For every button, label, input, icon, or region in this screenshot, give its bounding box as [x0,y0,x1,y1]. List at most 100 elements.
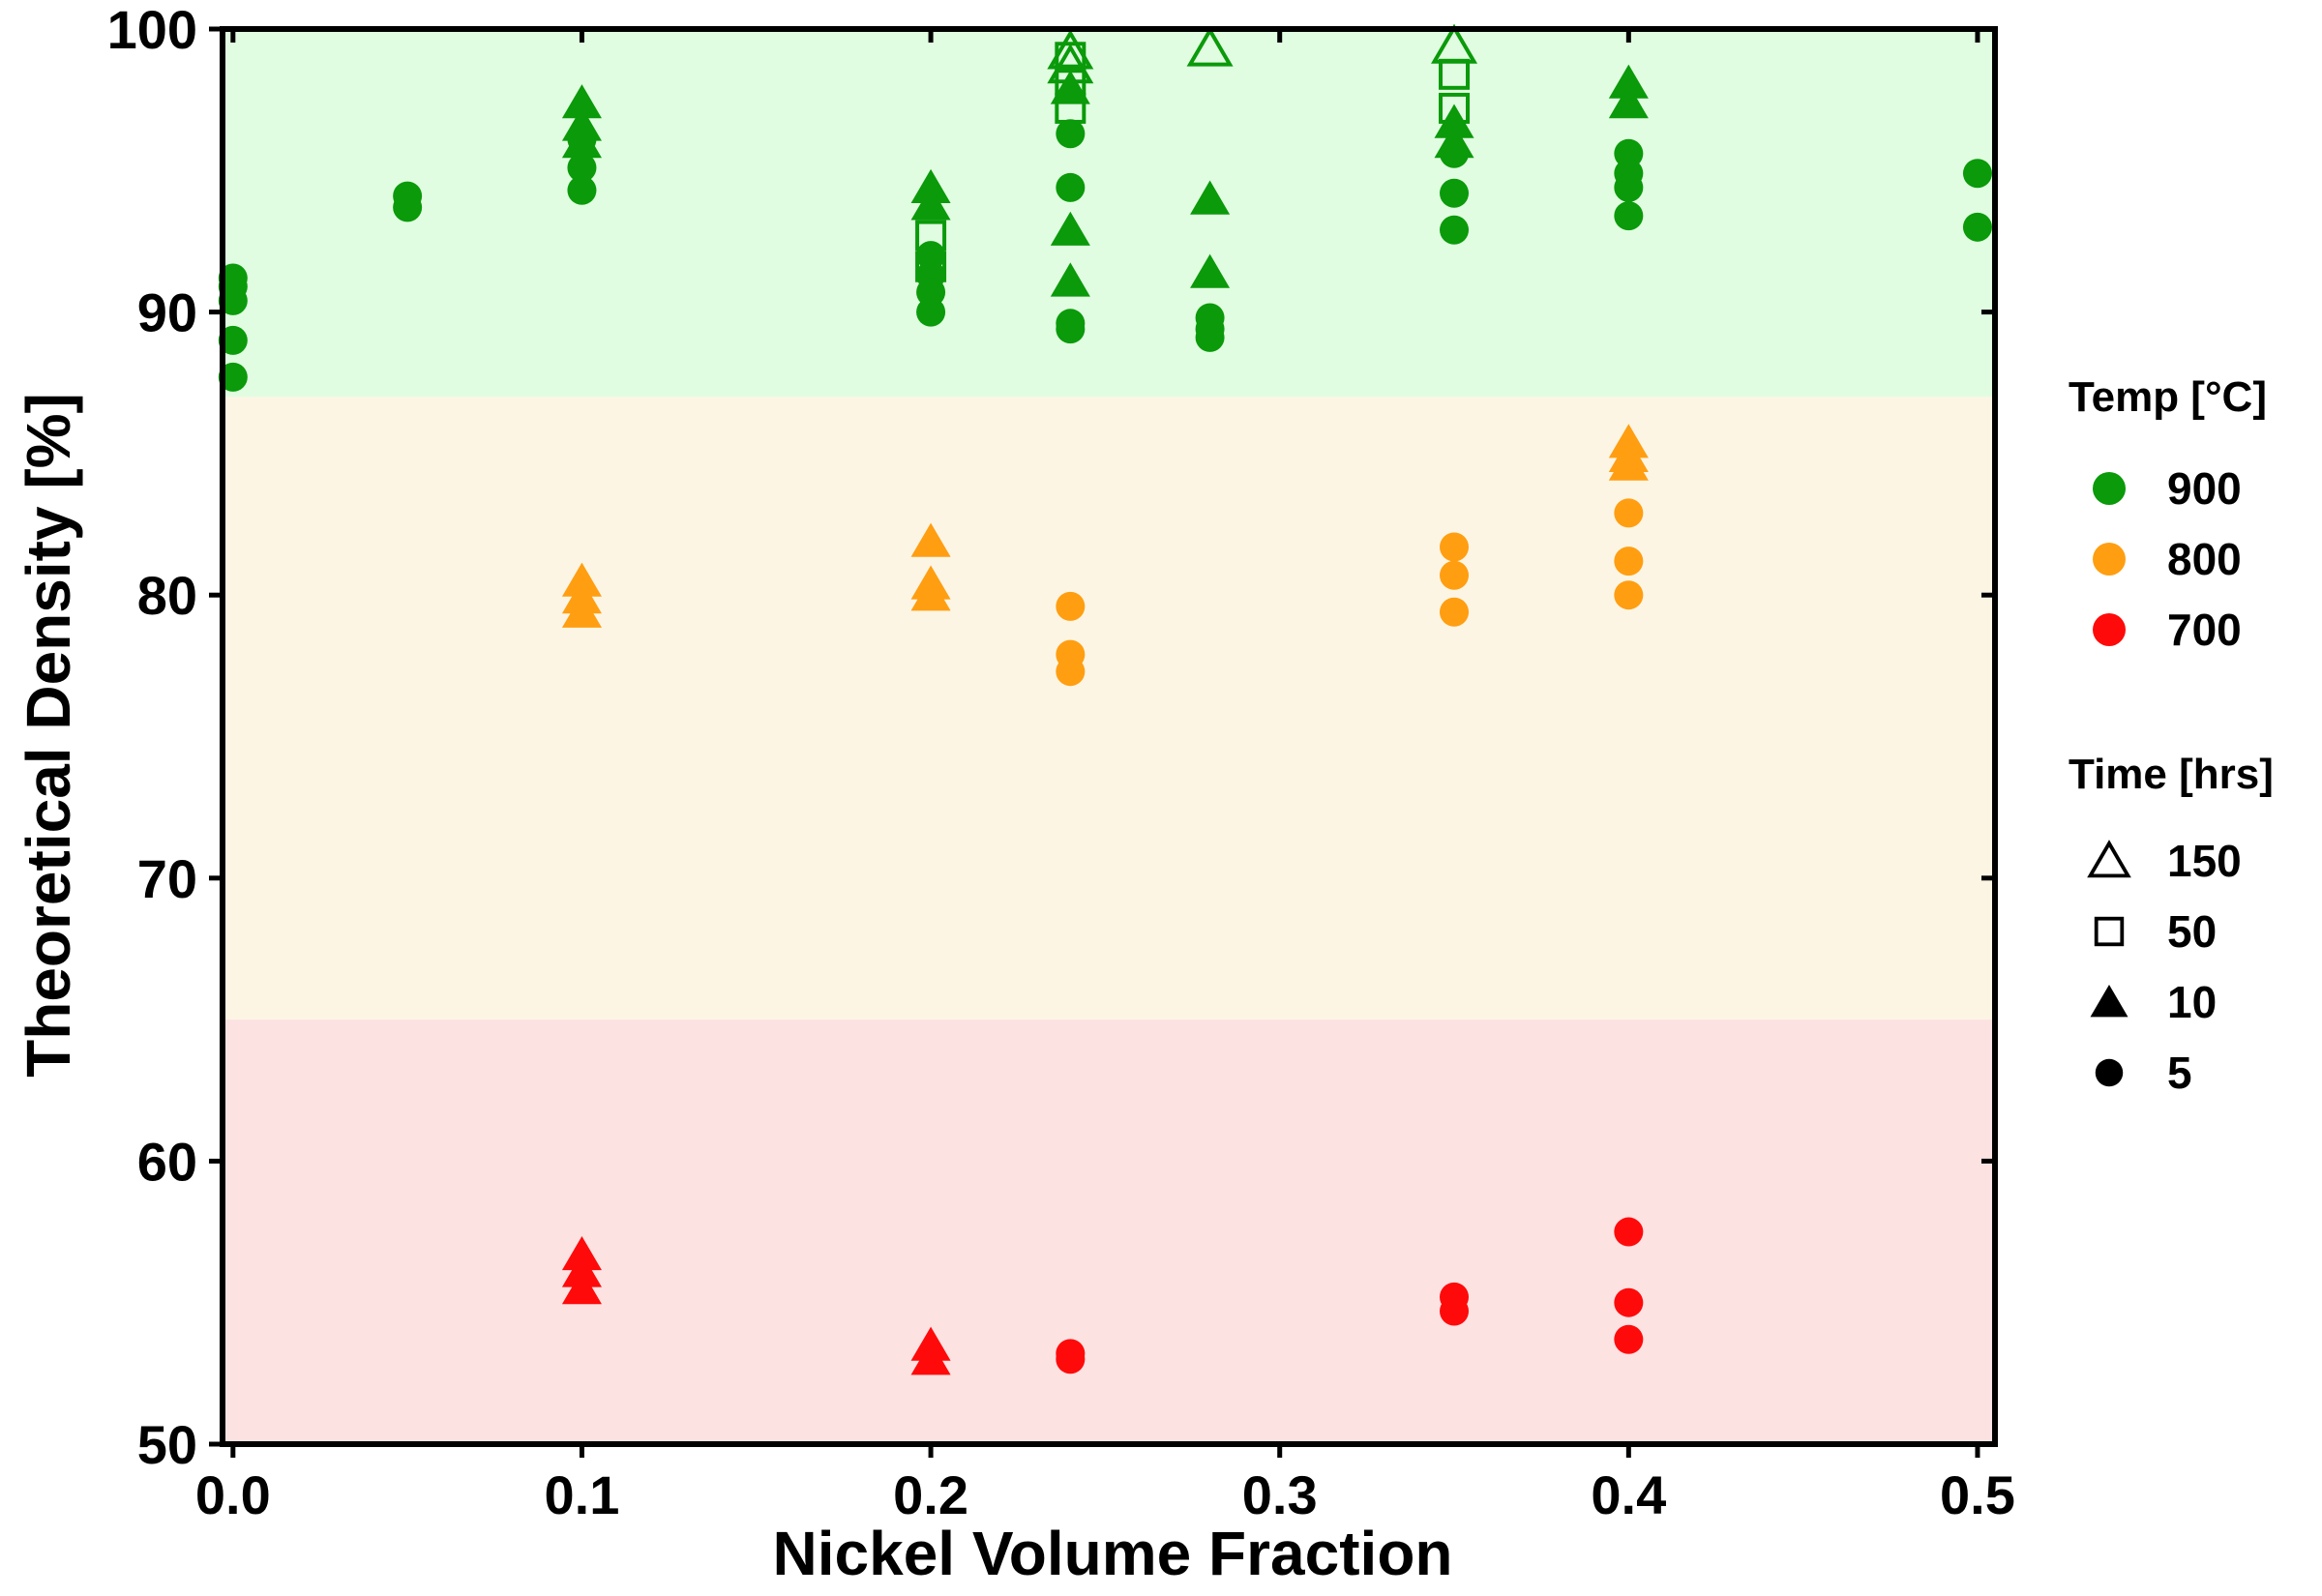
legend-marker-time-150 [2087,840,2131,878]
series-800c-10hrs [561,424,1649,628]
data-point [1614,580,1644,610]
x-tick-label: 0.4 [1591,1464,1666,1525]
time-legend-title: Time [hrs] [2069,751,2274,798]
data-point [1440,178,1470,208]
data-point [1440,532,1470,562]
data-point [567,153,597,183]
y-axis-title: Theoretical Density [%] [14,393,83,1078]
x-axis-ticks: 0.0 0.1 0.2 0.3 0.4 0.5 [195,29,2015,1525]
data-point [1614,547,1644,576]
series-700c-5hrs [1056,1217,1644,1374]
data-point [1047,29,1094,70]
legend-label-temp-700: 700 [2167,605,2242,655]
x-tick-label: 0.0 [195,1464,271,1525]
data-point [218,325,248,355]
data-point [1056,314,1086,344]
legend-label-time-10: 10 [2167,977,2217,1027]
background-band-0 [223,29,1995,398]
plot-frame [220,26,1998,1447]
legend-marker-time-10 [2090,984,2128,1018]
data-point [1439,92,1471,124]
legend-marker-time-5 [2095,1058,2124,1087]
data-point [1056,657,1086,687]
x-tick-label: 0.3 [1242,1464,1318,1525]
series-900c-150hrs [1047,23,1478,84]
legend-swatch-temp-900 [2093,472,2126,505]
temp-legend: Temp [°C] 900 800 700 [2069,373,2267,655]
data-point [561,124,602,159]
data-point [1440,1296,1470,1326]
background-bands [223,29,1995,1444]
data-point [1440,560,1470,590]
data-point [1608,84,1649,119]
data-points [218,23,1992,1375]
data-point [910,522,951,557]
series-800c-5hrs [1056,498,1644,687]
data-point [1440,597,1470,627]
data-point [1962,212,1992,242]
x-tick-label: 0.2 [893,1464,968,1525]
data-point [1962,159,1992,189]
data-point [1614,1217,1644,1247]
x-axis-title: Nickel Volume Fraction [773,1519,1453,1588]
legend-label-time-150: 150 [2167,836,2242,886]
legend-swatch-temp-800 [2093,543,2126,576]
y-tick-label: 70 [137,848,197,909]
y-tick-label: 60 [137,1131,197,1192]
x-tick-label: 0.5 [1940,1464,2015,1525]
temp-legend-title: Temp [°C] [2069,373,2267,421]
data-point [910,186,951,221]
data-point [1190,180,1231,215]
background-band-2 [223,1020,1995,1444]
background-band-1 [223,397,1995,1020]
data-point [1186,26,1234,67]
y-tick-label: 90 [137,282,197,343]
data-point [915,220,947,251]
data-point [916,297,946,327]
data-point [1195,322,1225,352]
data-point [218,362,248,392]
y-tick-label: 80 [137,565,197,626]
data-point [561,593,602,628]
series-700c-10hrs [561,1235,951,1375]
data-point [915,251,947,282]
data-point [1614,1324,1644,1354]
data-point [561,84,602,119]
data-point [1047,44,1094,84]
y-axis-ticks: 50 60 70 80 90 100 [107,0,1995,1475]
data-point [1056,172,1086,202]
data-point [1440,215,1470,245]
data-point [910,1341,951,1375]
data-point [1431,23,1478,64]
data-point [1190,253,1231,288]
data-point [1056,1345,1086,1374]
data-point [1608,64,1649,99]
data-point [1608,446,1649,481]
data-point [1050,262,1090,297]
legend-label-time-50: 50 [2167,906,2217,957]
data-point [393,192,423,222]
y-tick-label: 100 [107,0,197,60]
data-point [561,1270,602,1305]
data-point [218,285,248,315]
legend-label-temp-900: 900 [2167,463,2242,514]
legend-label-temp-800: 800 [2167,534,2242,584]
legend-marker-time-50 [2094,916,2125,947]
data-point [1614,1287,1644,1317]
x-tick-label: 0.1 [545,1464,620,1525]
legend-swatch-temp-700 [2093,613,2126,646]
legend-label-time-5: 5 [2167,1048,2192,1098]
data-point [1614,498,1644,528]
data-point [567,175,597,205]
time-legend: Time [hrs] 150 50 10 5 [2069,751,2274,1098]
data-point [1055,92,1087,124]
data-point [1434,124,1474,159]
y-tick-label: 50 [137,1414,197,1475]
data-point [1614,172,1644,202]
data-point [1614,201,1644,231]
data-point [1056,119,1086,149]
data-point [1050,211,1090,246]
data-point [910,576,951,611]
data-point [1056,591,1086,621]
